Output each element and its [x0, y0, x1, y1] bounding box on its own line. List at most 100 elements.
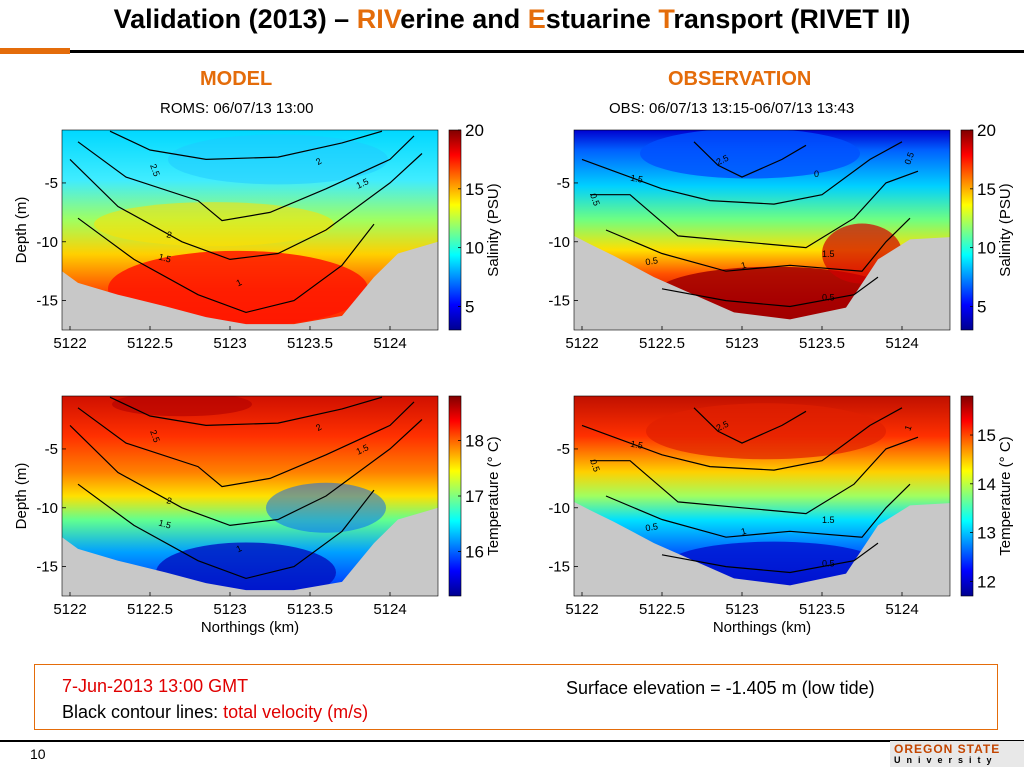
model-temperature-xtick-0: 5122 — [53, 601, 86, 618]
model-salinity-contour-label-0: 2.5 — [148, 163, 162, 178]
obs-temperature-plot-area: 1.5 2.5 0.5 1.5 1 0.5 0.5 1 — [574, 396, 950, 596]
obs-salinity-cbtick-2: 10 — [977, 239, 996, 258]
obs-temperature-xtick-4: 5124 — [885, 601, 918, 618]
model-salinity-cbtick-2: 10 — [465, 239, 484, 258]
model-salinity-xtick-2: 5123 — [213, 335, 246, 352]
title-part-5: stuarine — [545, 4, 659, 34]
model-salinity-contour-label-1: 2 — [165, 229, 172, 240]
note-contour-highlight: total velocity (m/s) — [223, 702, 369, 722]
model-temperature-xtick-2: 5123 — [213, 601, 246, 618]
model-salinity-ytick-0: -5 — [45, 175, 58, 192]
obs-temperature-cbtick-1: 14 — [977, 475, 996, 494]
model-temperature-contour-2 — [69, 419, 423, 527]
title-part-3: erine and — [400, 4, 528, 34]
model-salinity-contour-1 — [77, 135, 415, 222]
obs-salinity-contour-label-1: 2.5 — [715, 153, 731, 167]
model-temperature-bathymetry — [62, 507, 438, 596]
model-heading: MODEL — [200, 68, 273, 90]
page-number: 10 — [30, 746, 46, 762]
obs-temperature-ytick-0: -5 — [557, 441, 570, 458]
note-contour-prefix: Black contour lines: — [62, 702, 224, 722]
obs-salinity-contour-label-6: 0.5 — [645, 255, 659, 267]
obs-temperature-xtick-3: 5123.5 — [799, 601, 845, 618]
model-temperature-contour-label-5: 1 — [235, 543, 244, 554]
obs-temperature-ytick-1: -10 — [548, 500, 570, 517]
model-salinity-contour-0 — [109, 130, 383, 161]
obs-salinity-plot-area: 1.5 2.5 0 0.5 1.5 1 0.5 0.5 0.5 — [574, 130, 950, 330]
obs-salinity-colorbar — [960, 129, 974, 331]
obs-salinity-feature-0 — [640, 130, 860, 179]
model-salinity-panel: 2.5 2 1.5 2 1.5 1 5122 5122.5 5123 5123.5 5124 -5 -1… — [13, 121, 502, 352]
obs-temperature-cbtick-2: 13 — [977, 524, 996, 543]
note-contour-legend: Black contour lines: total velocity (m/s… — [62, 702, 368, 723]
model-temperature-contour-3 — [77, 483, 375, 580]
obs-salinity-contour-label-5: 1 — [740, 260, 747, 271]
model-salinity-xtick-3: 5123.5 — [287, 335, 333, 352]
footer-rule — [0, 740, 1024, 742]
model-temperature-contour-1 — [77, 401, 415, 488]
obs-temperature-colorbar-label: Temperature (° C) — [997, 436, 1014, 555]
model-salinity-cbtick-3: 5 — [465, 297, 474, 316]
model-salinity-colorbar — [448, 129, 462, 331]
obs-temperature-cbtick-0: 15 — [977, 426, 996, 445]
model-temperature-contour-label-0: 2.5 — [148, 429, 162, 444]
obs-temperature-xtick-1: 5122.5 — [639, 601, 685, 618]
model-salinity-cbtick-1: 15 — [465, 180, 484, 199]
obs-salinity-contour-label-3: 0.5 — [588, 192, 602, 207]
obs-temperature-axes-frame — [573, 395, 951, 597]
model-salinity-contour-label-3: 2 — [314, 156, 323, 167]
obs-salinity-contour-label-0: 1.5 — [630, 173, 644, 185]
obs-salinity-xtick-1: 5122.5 — [639, 335, 685, 352]
obs-temperature-contour-4 — [693, 407, 807, 444]
obs-salinity-title: OBS: 06/07/13 13:15-06/07/13 13:43 — [609, 100, 855, 117]
obs-temperature-ytick-2: -15 — [548, 559, 570, 576]
obs-salinity-contour-0 — [581, 141, 903, 205]
model-temperature-cbtick-0: 18 — [465, 431, 484, 450]
obs-salinity-contour-label-4: 1.5 — [822, 249, 835, 259]
obs-salinity-contour-3 — [661, 276, 879, 308]
model-temperature-panel: 2.5 2 1.5 2 1.5 1 5122 5122.5 5123 5123.5 5124 -5 -1… — [13, 395, 502, 636]
obs-temperature-panel: 1.5 2.5 0.5 1.5 1 0.5 0.5 1 5122 5122.5 5123 5123.5… — [548, 395, 1014, 636]
model-salinity-colorbar-label: Salinity (PSU) — [485, 183, 502, 276]
obs-salinity-contour-label-7: 0.5 — [822, 293, 835, 303]
title-rule — [70, 50, 1024, 53]
model-temperature-ytick-2: -15 — [36, 559, 58, 576]
obs-temperature-contour-3 — [661, 542, 879, 574]
surface-elevation: Surface elevation = -1.405 m (low tide) — [566, 678, 875, 698]
obs-salinity-panel: 1.5 2.5 0 0.5 1.5 1 0.5 0.5 0.5 5122 5122.5 5123 512… — [548, 121, 1014, 352]
obs-temperature-contour-label-7: 1 — [902, 424, 913, 432]
obs-salinity-contour-2 — [605, 217, 911, 272]
obs-temperature-feature-0 — [646, 403, 886, 460]
note-box — [34, 664, 998, 730]
title-part-4: E — [527, 4, 546, 34]
observation-heading: OBSERVATION — [668, 68, 812, 90]
logo-line-1: OREGON STATE — [894, 742, 1001, 756]
model-temperature-cbtick-2: 16 — [465, 543, 484, 562]
obs-temperature-xtick-0: 5122 — [565, 601, 598, 618]
obs-salinity-ytick-2: -15 — [548, 293, 570, 310]
obs-salinity-xtick-3: 5123.5 — [799, 335, 845, 352]
model-temperature-ytick-1: -10 — [36, 500, 58, 517]
model-salinity-contour-label-2: 1.5 — [157, 252, 172, 265]
model-temperature-contour-label-2: 1.5 — [157, 518, 172, 531]
model-temperature-feature-0 — [112, 396, 252, 417]
obs-temperature-cbtick-3: 12 — [977, 572, 996, 591]
title-part-1: Validation (2013) – — [113, 4, 357, 34]
model-temperature-contour-0 — [109, 396, 383, 427]
obs-temperature-contour-1 — [590, 436, 919, 515]
note-timestamp: 7-Jun-2013 13:00 GMT — [62, 676, 249, 696]
obs-salinity-xtick-4: 5124 — [885, 335, 918, 352]
model-salinity-xtick-0: 5122 — [53, 335, 86, 352]
model-salinity-cbtick-0: 20 — [465, 121, 484, 140]
model-salinity-plot-area: 2.5 2 1.5 2 1.5 1 — [62, 130, 438, 330]
model-temperature-colorbar-label: Temperature (° C) — [485, 436, 502, 555]
model-temperature-axes-frame — [61, 395, 439, 597]
university-logo: OREGON STATE University — [890, 741, 1024, 767]
model-temperature-xtick-3: 5123.5 — [287, 601, 333, 618]
model-salinity-ytick-1: -10 — [36, 234, 58, 251]
obs-salinity-ytick-1: -10 — [548, 234, 570, 251]
obs-temperature-colorbar — [960, 395, 974, 597]
obs-temperature-contour-label-2: 0.5 — [588, 458, 602, 473]
obs-salinity-cbtick-1: 15 — [977, 180, 996, 199]
model-salinity-ylabel: Depth (m) — [13, 197, 30, 264]
